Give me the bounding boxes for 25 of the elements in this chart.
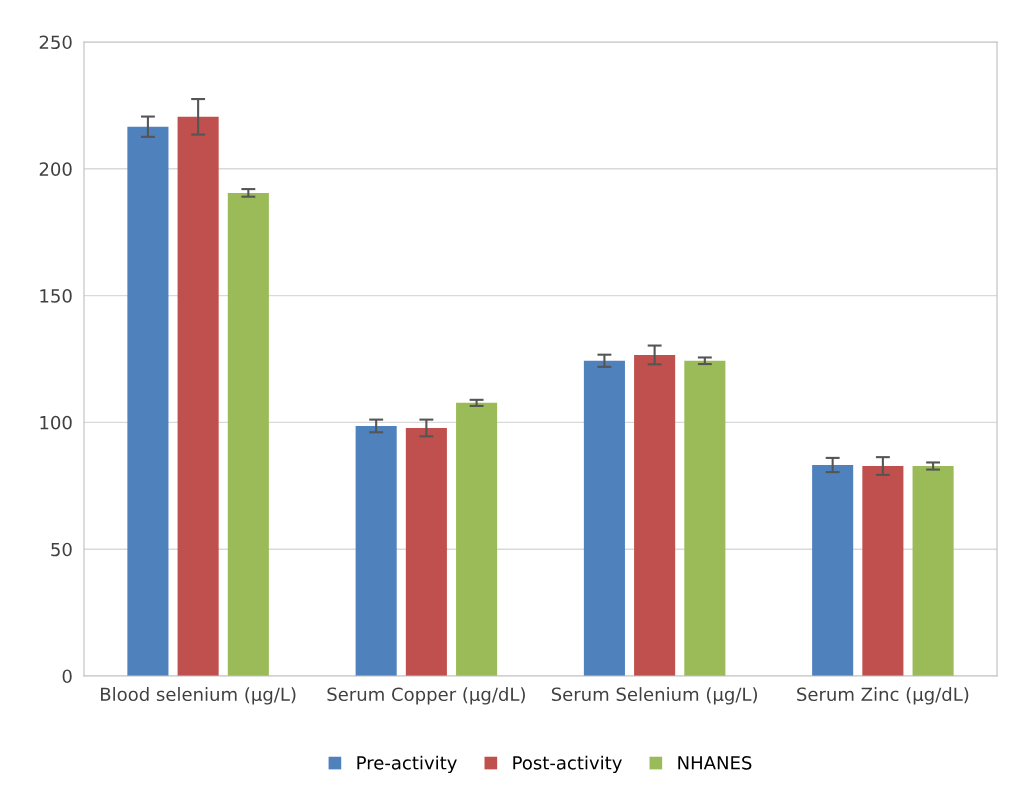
bar (456, 402, 498, 676)
bar (812, 465, 854, 676)
bar (634, 354, 676, 676)
bar (227, 192, 269, 676)
y-tick-label: 150 (40, 289, 72, 303)
x-tick-label: Blood selenium (µg/L) (101, 687, 296, 705)
bar (355, 425, 397, 676)
legend-label: NHANES (678, 755, 752, 770)
y-tick-label: 250 (39, 35, 72, 50)
bar (583, 360, 625, 676)
legend-label: Post-activity (513, 755, 622, 774)
y-tick-label: 50 (51, 542, 72, 557)
bar (862, 466, 904, 676)
y-tick-label: 0 (62, 669, 72, 684)
bar (684, 360, 726, 676)
y-tick-label: 200 (39, 162, 72, 176)
bar (177, 116, 219, 676)
x-tick-label: Serum Copper (µg/dL) (327, 687, 525, 705)
legend-label: Pre-activity (357, 755, 457, 774)
bar (405, 427, 447, 676)
x-tick-label: Serum Zinc (µg/dL) (797, 687, 969, 705)
y-tick-label: 100 (40, 415, 72, 430)
bar (912, 466, 954, 676)
x-tick-label: Serum Selenium (µg/L) (551, 687, 758, 705)
bar (127, 126, 169, 676)
